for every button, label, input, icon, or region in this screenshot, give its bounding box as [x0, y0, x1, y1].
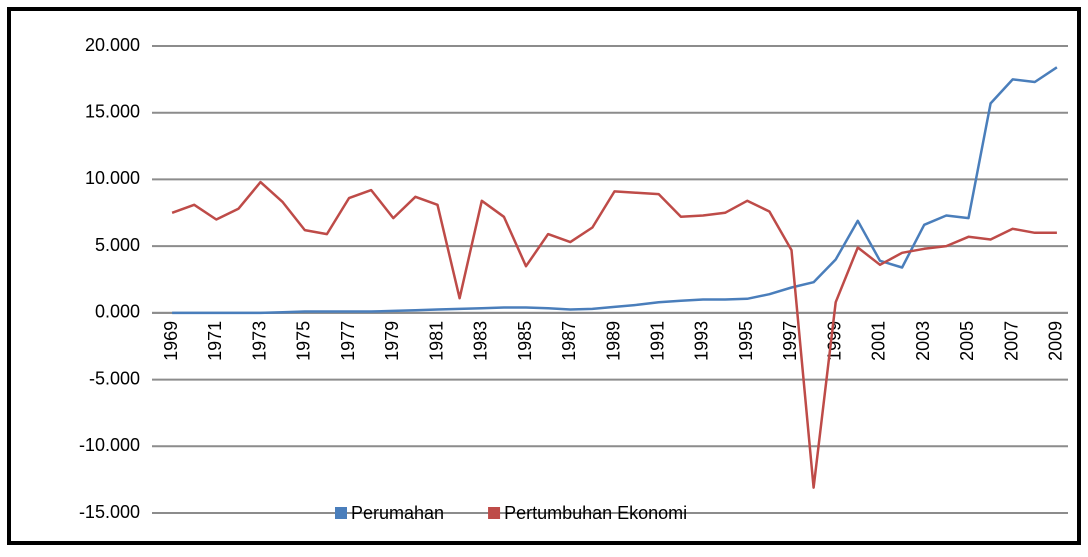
y-tick-label: -5.000 [89, 368, 140, 388]
x-tick-label: 1971 [205, 321, 225, 361]
chart-border [7, 7, 1081, 545]
x-tick-label: 1969 [161, 321, 181, 361]
y-tick-label: -15.000 [79, 502, 140, 522]
x-tick-label: 1975 [294, 321, 314, 361]
legend-label: Pertumbuhan Ekonomi [504, 503, 687, 523]
y-tick-label: 15.000 [85, 101, 140, 121]
legend-swatch [335, 507, 347, 519]
y-tick-label: 5.000 [95, 235, 140, 255]
legend-label: Perumahan [351, 503, 444, 523]
series-line [172, 66, 1058, 315]
x-tick-label: 1989 [603, 321, 623, 361]
x-tick-label: 1981 [426, 321, 446, 361]
y-tick-label: 10.000 [85, 168, 140, 188]
x-tick-label: 1979 [382, 321, 402, 361]
x-tick-label: 1999 [824, 321, 844, 361]
x-tick-label: 2005 [957, 321, 977, 361]
x-tick-label: 1991 [647, 321, 667, 361]
x-tick-label: 2009 [1046, 321, 1066, 361]
x-tick-label: 1983 [471, 321, 491, 361]
x-tick-label: 2003 [913, 321, 933, 361]
x-tick-label: 2007 [1001, 321, 1021, 361]
x-tick-label: 1973 [249, 321, 269, 361]
x-tick-label: 1985 [515, 321, 535, 361]
y-tick-label: 0.000 [95, 302, 140, 322]
x-tick-label: 1997 [780, 321, 800, 361]
x-tick-label: 2001 [869, 321, 889, 361]
x-tick-label: 1977 [338, 321, 358, 361]
x-tick-label: 1987 [559, 321, 579, 361]
y-tick-label: -10.000 [79, 435, 140, 455]
legend-swatch [488, 507, 501, 519]
x-tick-label: 1995 [736, 321, 756, 361]
y-tick-label: 20.000 [85, 35, 140, 55]
series-line [171, 180, 1057, 489]
x-tick-label: 1993 [692, 321, 712, 361]
